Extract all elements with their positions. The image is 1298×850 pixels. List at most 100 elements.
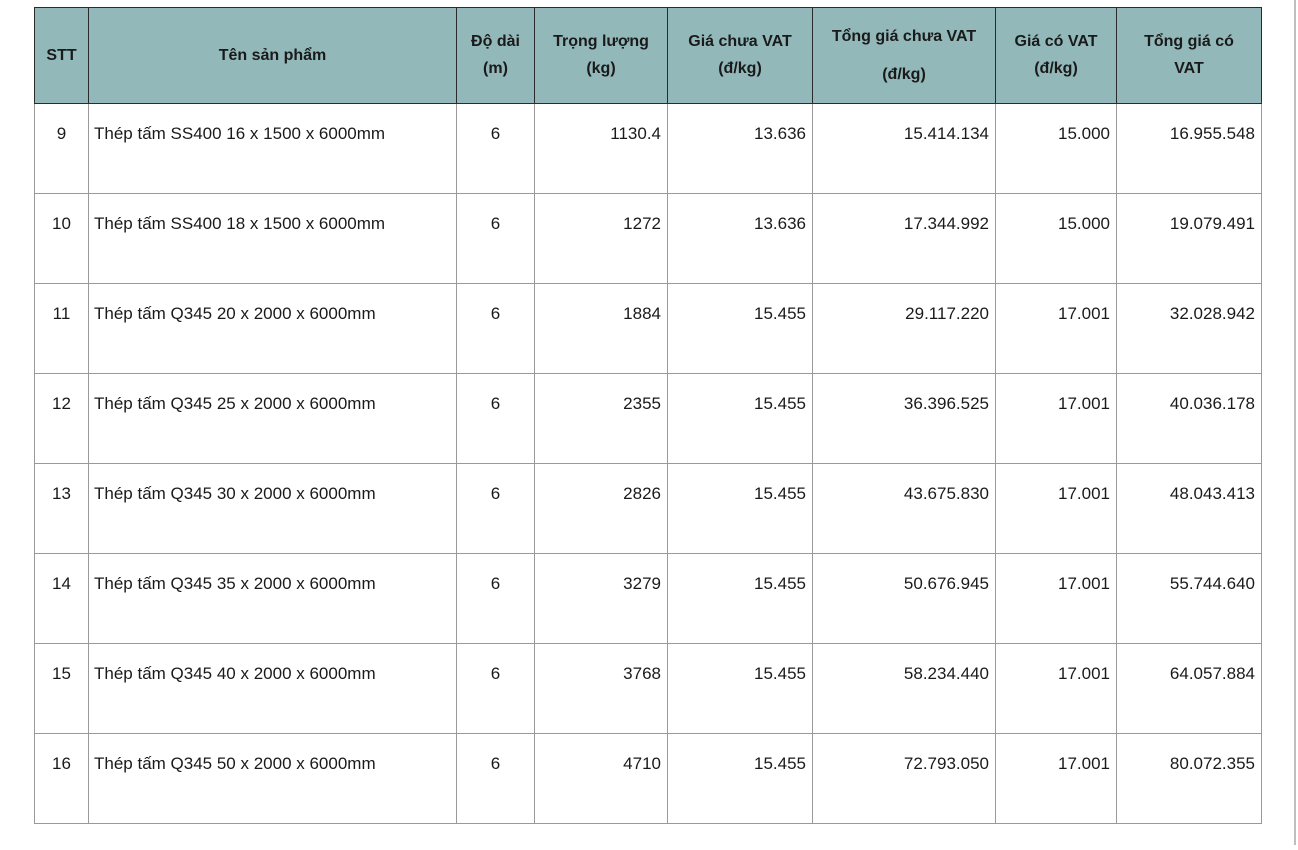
cell-weight: 1272: [534, 193, 668, 284]
col-header-price-inc-vat: Giá có VAT (đ/kg): [995, 7, 1117, 104]
cell-price-inc-vat: 17.001: [995, 463, 1117, 554]
table-row: 15 Thép tấm Q345 40 x 2000 x 6000mm 6 37…: [34, 643, 1262, 734]
cell-price-ex-vat: 13.636: [667, 193, 813, 284]
cell-weight: 1884: [534, 283, 668, 374]
cell-product-name: Thép tấm SS400 16 x 1500 x 6000mm: [88, 103, 457, 194]
cell-length: 6: [456, 283, 535, 374]
cell-weight: 1130.4: [534, 103, 668, 194]
cell-product-name: Thép tấm Q345 35 x 2000 x 6000mm: [88, 553, 457, 644]
cell-stt: 14: [34, 553, 89, 644]
cell-stt: 9: [34, 103, 89, 194]
cell-length: 6: [456, 643, 535, 734]
cell-price-ex-vat: 13.636: [667, 103, 813, 194]
cell-price-inc-vat: 17.001: [995, 373, 1117, 464]
table-row: 10 Thép tấm SS400 18 x 1500 x 6000mm 6 1…: [34, 193, 1262, 284]
cell-stt: 12: [34, 373, 89, 464]
cell-stt: 13: [34, 463, 89, 554]
cell-price-inc-vat: 15.000: [995, 193, 1117, 284]
header-label: Tên sản phẩm: [218, 46, 327, 64]
cell-length: 6: [456, 733, 535, 824]
cell-total-inc-vat: 32.028.942: [1116, 283, 1262, 374]
cell-length: 6: [456, 463, 535, 554]
header-label-line1: Tổng giá chưa VAT: [831, 27, 977, 45]
cell-stt: 15: [34, 643, 89, 734]
cell-weight: 2826: [534, 463, 668, 554]
cell-total-inc-vat: 55.744.640: [1116, 553, 1262, 644]
col-header-stt: STT: [34, 7, 89, 104]
table-row: 9 Thép tấm SS400 16 x 1500 x 6000mm 6 11…: [34, 103, 1262, 194]
cell-price-ex-vat: 15.455: [667, 463, 813, 554]
cell-product-name: Thép tấm SS400 18 x 1500 x 6000mm: [88, 193, 457, 284]
cell-stt: 11: [34, 283, 89, 374]
header-label-line2: (đ/kg): [882, 65, 926, 83]
cell-product-name: Thép tấm Q345 25 x 2000 x 6000mm: [88, 373, 457, 464]
cell-weight: 3279: [534, 553, 668, 644]
cell-total-ex-vat: 17.344.992: [812, 193, 996, 284]
cell-length: 6: [456, 103, 535, 194]
header-label-line1: Trọng lượng: [553, 33, 649, 50]
scrollbar-track[interactable]: [1294, 0, 1296, 845]
cell-stt: 16: [34, 733, 89, 824]
col-header-total-ex-vat: Tổng giá chưa VAT (đ/kg): [812, 7, 996, 104]
cell-total-ex-vat: 58.234.440: [812, 643, 996, 734]
price-list-sheet: STT Tên sản phẩm Độ dài (m) Trọng lượng …: [34, 7, 1262, 824]
cell-price-ex-vat: 15.455: [667, 283, 813, 374]
header-label-line1: Tổng giá có: [1144, 33, 1234, 50]
cell-price-inc-vat: 17.001: [995, 553, 1117, 644]
header-label-line2: (đ/kg): [1034, 60, 1078, 77]
cell-length: 6: [456, 373, 535, 464]
cell-total-ex-vat: 29.117.220: [812, 283, 996, 374]
cell-total-inc-vat: 64.057.884: [1116, 643, 1262, 734]
cell-length: 6: [456, 553, 535, 644]
cell-product-name: Thép tấm Q345 20 x 2000 x 6000mm: [88, 283, 457, 374]
table-row: 16 Thép tấm Q345 50 x 2000 x 6000mm 6 47…: [34, 733, 1262, 824]
cell-weight: 3768: [534, 643, 668, 734]
cell-weight: 2355: [534, 373, 668, 464]
col-header-price-ex-vat: Giá chưa VAT (đ/kg): [667, 7, 813, 104]
table-header: STT Tên sản phẩm Độ dài (m) Trọng lượng …: [34, 7, 1262, 104]
cell-total-ex-vat: 15.414.134: [812, 103, 996, 194]
cell-total-inc-vat: 19.079.491: [1116, 193, 1262, 284]
cell-total-inc-vat: 80.072.355: [1116, 733, 1262, 824]
header-row: STT Tên sản phẩm Độ dài (m) Trọng lượng …: [34, 7, 1262, 104]
header-label-line2: VAT: [1174, 60, 1204, 77]
table-row: 12 Thép tấm Q345 25 x 2000 x 6000mm 6 23…: [34, 373, 1262, 464]
cell-total-ex-vat: 36.396.525: [812, 373, 996, 464]
cell-product-name: Thép tấm Q345 40 x 2000 x 6000mm: [88, 643, 457, 734]
table-row: 14 Thép tấm Q345 35 x 2000 x 6000mm 6 32…: [34, 553, 1262, 644]
cell-price-ex-vat: 15.455: [667, 643, 813, 734]
col-header-length: Độ dài (m): [456, 7, 535, 104]
header-label-line1: Giá chưa VAT: [688, 33, 792, 50]
col-header-product-name: Tên sản phẩm: [88, 7, 457, 104]
cell-price-inc-vat: 17.001: [995, 283, 1117, 374]
col-header-weight: Trọng lượng (kg): [534, 7, 668, 104]
cell-total-ex-vat: 72.793.050: [812, 733, 996, 824]
table-row: 11 Thép tấm Q345 20 x 2000 x 6000mm 6 18…: [34, 283, 1262, 374]
cell-total-inc-vat: 16.955.548: [1116, 103, 1262, 194]
steel-price-table: STT Tên sản phẩm Độ dài (m) Trọng lượng …: [34, 7, 1262, 824]
table-body: 9 Thép tấm SS400 16 x 1500 x 6000mm 6 11…: [34, 103, 1262, 824]
cell-total-ex-vat: 43.675.830: [812, 463, 996, 554]
header-label-line1: Độ dài: [471, 33, 520, 50]
cell-product-name: Thép tấm Q345 30 x 2000 x 6000mm: [88, 463, 457, 554]
header-label-line2: (m): [483, 60, 508, 77]
header-label-line1: Giá có VAT: [1014, 33, 1098, 50]
header-label-line2: (đ/kg): [718, 60, 762, 77]
cell-total-inc-vat: 40.036.178: [1116, 373, 1262, 464]
cell-price-ex-vat: 15.455: [667, 373, 813, 464]
cell-price-inc-vat: 17.001: [995, 733, 1117, 824]
cell-price-inc-vat: 15.000: [995, 103, 1117, 194]
cell-stt: 10: [34, 193, 89, 284]
header-label-line2: (kg): [586, 60, 616, 77]
col-header-total-inc-vat: Tổng giá có VAT: [1116, 7, 1262, 104]
cell-weight: 4710: [534, 733, 668, 824]
table-row: 13 Thép tấm Q345 30 x 2000 x 6000mm 6 28…: [34, 463, 1262, 554]
cell-price-inc-vat: 17.001: [995, 643, 1117, 734]
cell-price-ex-vat: 15.455: [667, 733, 813, 824]
cell-length: 6: [456, 193, 535, 284]
cell-total-inc-vat: 48.043.413: [1116, 463, 1262, 554]
cell-total-ex-vat: 50.676.945: [812, 553, 996, 644]
header-label: STT: [46, 46, 77, 64]
cell-product-name: Thép tấm Q345 50 x 2000 x 6000mm: [88, 733, 457, 824]
cell-price-ex-vat: 15.455: [667, 553, 813, 644]
